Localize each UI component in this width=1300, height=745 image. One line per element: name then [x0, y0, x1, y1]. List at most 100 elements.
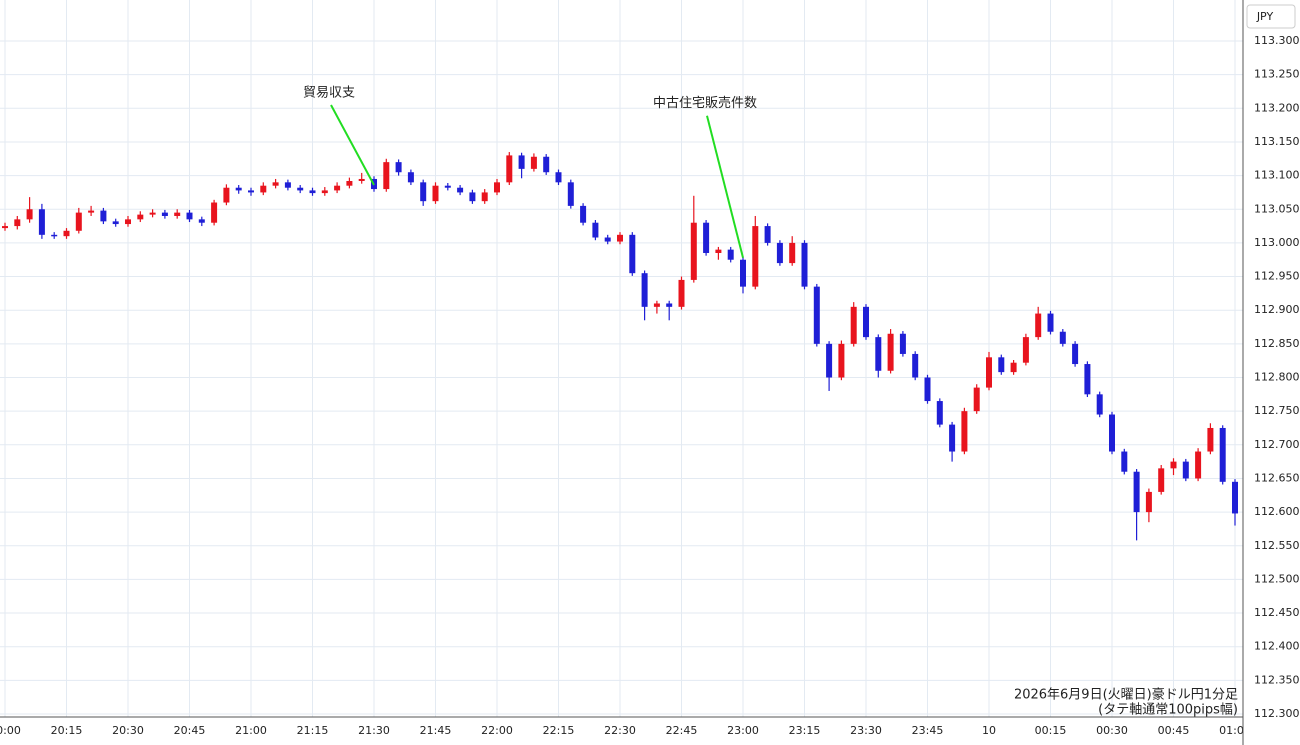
y-tick-label: 113.250 — [1254, 68, 1300, 81]
candle-body — [211, 202, 218, 223]
candle-body — [395, 162, 402, 173]
currency-box — [1246, 4, 1296, 29]
candle-body — [604, 237, 611, 242]
candle-body — [518, 155, 525, 169]
x-tick-label: 21:45 — [420, 724, 452, 737]
candle-body — [912, 353, 919, 378]
candle-body — [567, 182, 574, 206]
candle-body — [457, 187, 464, 193]
candle-body — [1121, 451, 1128, 472]
candle-body — [346, 180, 353, 186]
x-axis-bg — [0, 717, 1300, 745]
footer-text: (タテ軸通常100pips幅) — [1098, 703, 1238, 718]
candle-body — [629, 234, 636, 274]
x-tick-label: 22:00 — [481, 724, 513, 737]
y-tick-label: 112.400 — [1254, 640, 1300, 653]
candle-body — [949, 424, 956, 452]
candle-body — [1219, 427, 1226, 482]
candle-body — [407, 172, 414, 183]
x-tick-label: 20:30 — [112, 724, 144, 737]
candle-body — [1207, 427, 1214, 452]
candle-body — [530, 156, 537, 169]
x-tick-label: 20:45 — [174, 724, 206, 737]
candle-body — [826, 343, 833, 378]
candle-body — [543, 156, 550, 173]
y-tick-label: 112.600 — [1254, 505, 1300, 518]
candle-body — [137, 214, 144, 220]
candle-body — [88, 210, 95, 213]
candle-body — [813, 286, 820, 344]
y-tick-label: 112.350 — [1254, 673, 1300, 686]
y-tick-label: 112.650 — [1254, 471, 1300, 484]
candle-body — [198, 219, 205, 223]
x-tick-label: 23:30 — [850, 724, 882, 737]
candle-body — [1035, 313, 1042, 338]
candle-body — [801, 242, 808, 287]
candle-body — [727, 249, 734, 260]
candle-body — [309, 190, 316, 194]
candle-body — [1195, 451, 1202, 479]
candle-body — [690, 222, 697, 280]
annotation-line — [706, 115, 744, 258]
candle-body — [272, 182, 279, 186]
x-tick-label: 23:45 — [912, 724, 944, 737]
candle-body — [617, 234, 623, 242]
annotation-text: 中古住宅販売件数 — [653, 95, 757, 111]
candle-body — [1170, 461, 1177, 469]
candle-body — [1010, 362, 1017, 373]
candle-body — [75, 212, 82, 231]
candle-body — [1047, 313, 1054, 332]
candle-body — [1072, 343, 1079, 365]
candle-body — [875, 337, 882, 371]
candle-body — [26, 209, 33, 220]
x-tick-label: 22:15 — [543, 724, 575, 737]
candle-body — [580, 205, 587, 223]
x-tick-label: 00:30 — [1096, 724, 1128, 737]
candle-body — [481, 192, 488, 202]
candle-body — [1158, 468, 1165, 492]
candle-body — [420, 182, 427, 202]
candle-body — [776, 242, 783, 264]
x-tick-label: 23:00 — [727, 724, 759, 737]
x-tick-label: 20:00 — [0, 724, 21, 737]
candle-body — [986, 357, 992, 388]
annotation-text: 貿易収支 — [303, 86, 355, 101]
x-tick-label: 10 — [982, 724, 996, 737]
candle-body — [112, 221, 119, 225]
y-tick-label: 112.450 — [1254, 606, 1300, 619]
x-tick-label: 00:45 — [1158, 724, 1190, 737]
candle-body — [383, 162, 390, 190]
footer-text: 2026年6月9日(火曜日)豪ドル円1分足 — [1014, 687, 1238, 703]
candle-body — [494, 182, 500, 193]
candle-body — [555, 172, 562, 183]
candle-body — [666, 303, 673, 307]
y-tick-label: 112.950 — [1254, 270, 1300, 283]
candle-body — [1084, 364, 1091, 395]
y-tick-label: 112.550 — [1254, 539, 1300, 552]
candle-body — [973, 387, 980, 412]
candle-body — [63, 230, 70, 237]
y-tick-label: 112.800 — [1254, 371, 1300, 384]
candle-body — [186, 212, 193, 220]
candle-body — [653, 303, 660, 307]
y-axis-bg — [1243, 0, 1300, 745]
currency-label: JPY — [1256, 10, 1274, 23]
x-tick-label: 23:15 — [789, 724, 821, 737]
y-tick-label: 112.750 — [1254, 404, 1300, 417]
y-tick-label: 113.150 — [1254, 135, 1300, 148]
y-tick-label: 112.500 — [1254, 572, 1300, 585]
candle-body — [469, 192, 476, 202]
candle-body — [14, 219, 21, 227]
candle-body — [850, 306, 857, 344]
x-tick-label: 22:30 — [604, 724, 636, 737]
y-tick-label: 113.100 — [1254, 169, 1300, 182]
candle-body — [284, 182, 291, 188]
y-tick-label: 112.700 — [1254, 438, 1300, 451]
candle-body — [764, 226, 771, 243]
candle-body — [1022, 337, 1029, 363]
candle-body — [1096, 394, 1103, 415]
candle-body — [260, 185, 267, 193]
candle-body — [1133, 471, 1140, 513]
